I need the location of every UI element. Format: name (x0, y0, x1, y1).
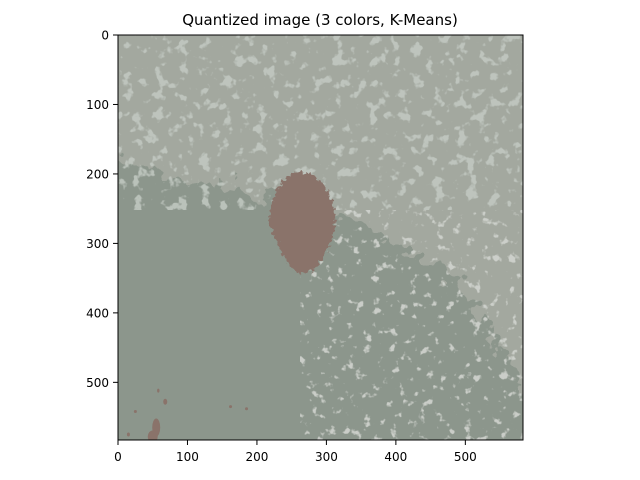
y-tick-label: 300 (86, 237, 109, 251)
x-axis: 0 100 200 300 400 500 (114, 440, 477, 464)
brown-speck (229, 405, 233, 409)
x-tick-label: 200 (245, 450, 268, 464)
brown-speck (245, 407, 249, 411)
x-tick-label: 400 (384, 450, 407, 464)
chart-title: Quantized image (3 colors, K-Means) (182, 11, 458, 29)
brown-speck (147, 430, 158, 440)
brown-areas (126, 171, 336, 440)
x-tick-label: 100 (176, 450, 199, 464)
plot-frame (117, 34, 524, 441)
mid-gray-specks-in-light (118, 35, 523, 210)
brown-speck (157, 388, 160, 393)
x-tick-label: 0 (114, 450, 122, 464)
y-tick-label: 0 (101, 29, 109, 43)
brown-central-blob (268, 171, 336, 274)
plot-area (118, 35, 523, 440)
light-gray-specks-in-mid (300, 210, 523, 440)
brown-speck (126, 432, 130, 437)
y-tick-label: 200 (86, 167, 109, 181)
x-tick-label: 300 (315, 450, 338, 464)
y-tick-label: 500 (86, 376, 109, 390)
y-tick-label: 400 (86, 306, 109, 320)
x-tick-label: 500 (454, 450, 477, 464)
brown-speck (133, 410, 137, 414)
brown-speck (163, 398, 168, 405)
y-tick-label: 100 (86, 98, 109, 112)
y-axis: 0 100 200 300 400 500 (86, 29, 118, 390)
